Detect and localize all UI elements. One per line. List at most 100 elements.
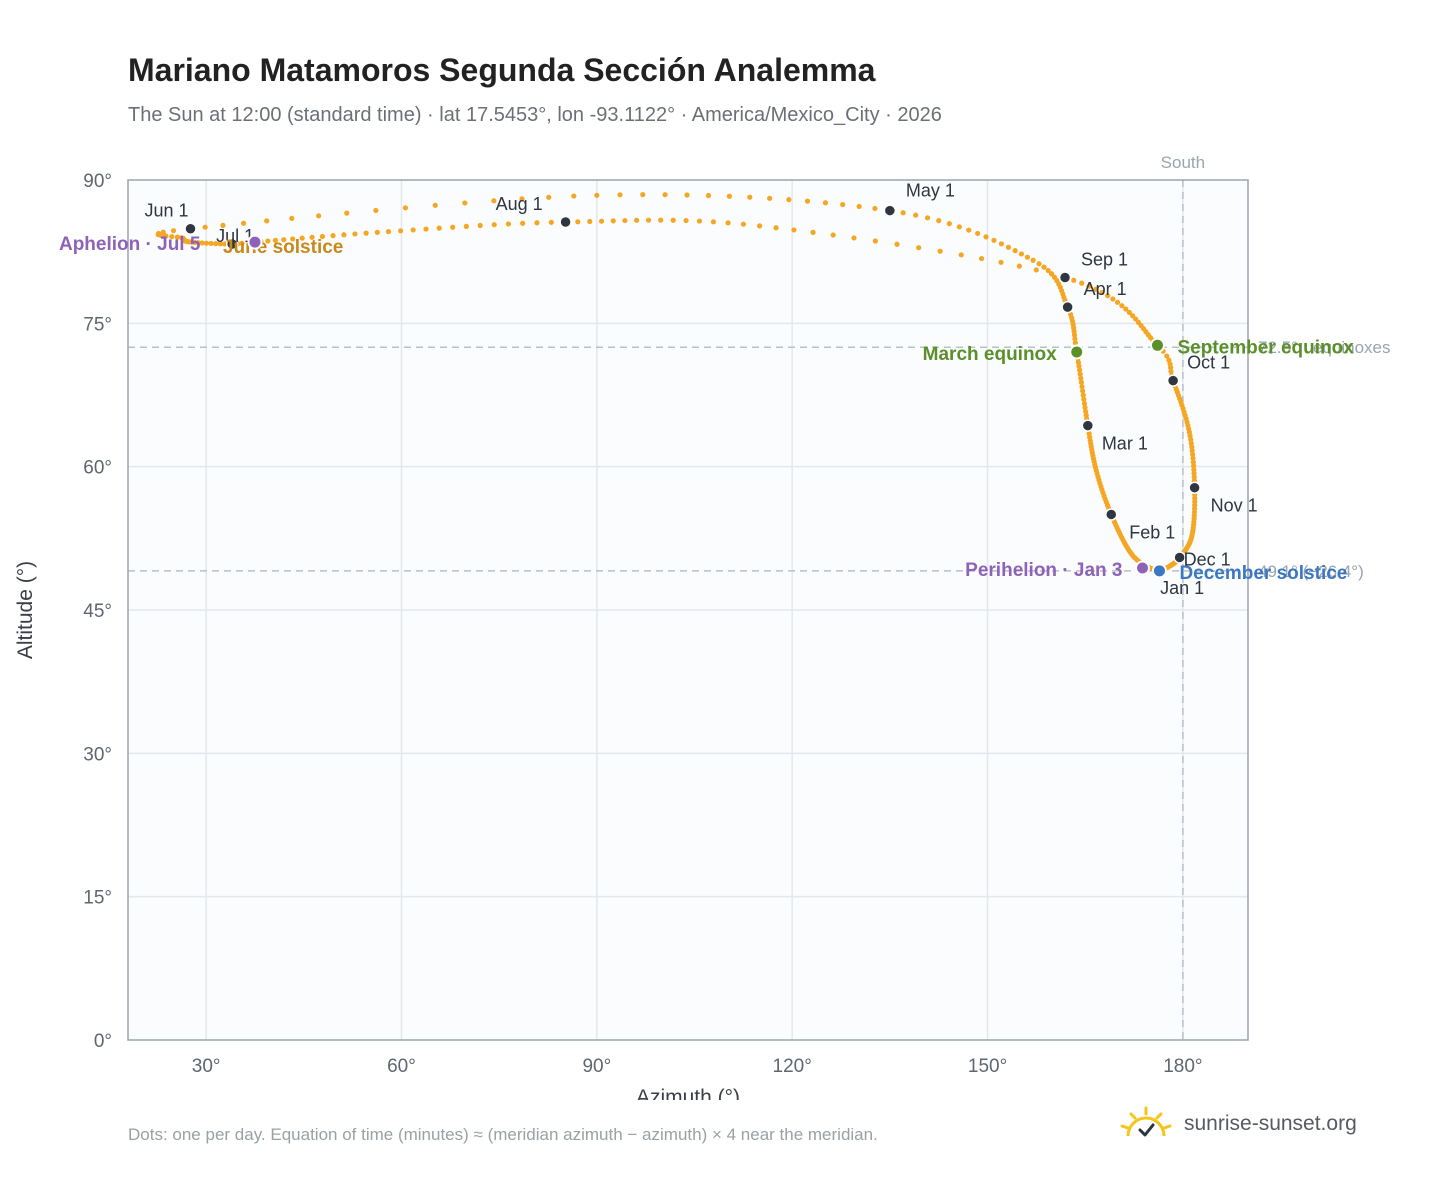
daily-dot (913, 212, 919, 218)
event-label: March equinox (923, 344, 1058, 365)
reference-lines: South 72.5° · equinoxes 49.1° (−26.4°) (128, 153, 1391, 1040)
daily-dot (202, 224, 208, 230)
daily-dot (1190, 455, 1196, 461)
x-tick-label: 60° (387, 1056, 416, 1077)
month-label: Nov 1 (1211, 496, 1258, 516)
daily-dot (432, 202, 438, 208)
daily-dot (1190, 451, 1196, 458)
daily-dot (450, 224, 456, 230)
daily-dot (956, 224, 962, 230)
daily-dot (410, 227, 416, 233)
month-label: Jan 1 (1160, 578, 1204, 598)
y-tick-label: 60° (83, 458, 112, 479)
daily-dot (894, 241, 900, 247)
event-marker (1149, 337, 1165, 353)
daily-dot (1072, 336, 1078, 342)
brand[interactable]: sunrise-sunset.org (1120, 1104, 1357, 1144)
plot-border (127, 179, 1249, 1041)
daily-dot (978, 255, 985, 262)
month-label: Apr 1 (1084, 279, 1127, 299)
daily-dot (222, 241, 228, 247)
daily-dot (900, 210, 906, 216)
daily-dot (696, 218, 703, 224)
daily-dot (1041, 264, 1047, 270)
month-marker (1081, 419, 1095, 432)
y-tick-label: 0° (94, 1031, 112, 1052)
daily-dot (199, 240, 205, 246)
month-marker (184, 222, 197, 235)
daily-dot (491, 222, 497, 228)
daily-dot (830, 232, 836, 238)
daily-dot (1030, 257, 1036, 263)
month-marker (1166, 374, 1180, 387)
daily-dot (272, 237, 279, 244)
daily-dot (684, 192, 690, 198)
footnote: Dots: one per day. Equation of time (min… (128, 1125, 878, 1144)
daily-dot (265, 238, 271, 244)
daily-dot (946, 221, 952, 227)
daily-dot (791, 227, 797, 233)
daily-dot (174, 234, 180, 240)
brand-name: sunrise-sunset.org (1184, 1112, 1357, 1135)
daily-dot (725, 220, 731, 226)
month-marker (1105, 508, 1118, 521)
month-label: Dec 1 (1184, 549, 1231, 569)
daily-dot (319, 233, 325, 240)
daily-dot (170, 228, 177, 234)
daily-dot (767, 195, 773, 201)
y-tick-label: 90° (83, 171, 112, 192)
daily-dot (924, 215, 931, 221)
daily-dot (344, 210, 350, 216)
daily-dot (640, 192, 646, 198)
daily-dot (1191, 467, 1197, 473)
daily-dot (1126, 309, 1132, 316)
daily-dot (740, 221, 747, 227)
daily-dot (610, 218, 616, 224)
analemma-chart: South 72.5° · equinoxes 49.1° (−26.4°) 30°… (14, 153, 1391, 1100)
daily-dot (998, 259, 1004, 265)
daily-dot (1012, 248, 1018, 254)
x-tick-label: 180° (1163, 1056, 1202, 1077)
daily-dot (241, 220, 247, 226)
chart-title: Mariano Matamoros Segunda Sección Analem… (128, 52, 876, 88)
daily-dot (1078, 375, 1084, 381)
month-marker (559, 215, 572, 229)
x-axis-label: Azimuth (°) (636, 1086, 740, 1100)
daily-dot (966, 227, 972, 233)
daily-dot (1189, 448, 1195, 454)
daily-dot (1005, 244, 1012, 250)
daily-dot (169, 233, 175, 240)
daily-dot (309, 234, 315, 240)
daily-dot (670, 217, 676, 223)
daily-dot (571, 193, 577, 199)
daily-dot (1082, 404, 1088, 411)
daily-dot (872, 205, 878, 212)
daily-dot (264, 218, 270, 224)
month-marker (1058, 271, 1072, 284)
daily-dot (658, 217, 664, 223)
x-tick-label: 30° (192, 1056, 221, 1077)
daily-dot (998, 241, 1005, 247)
daily-dot (810, 229, 816, 235)
daily-dot (1081, 400, 1088, 407)
daily-dot (220, 222, 226, 228)
daily-dot (1086, 430, 1092, 437)
event-label: Perihelion · Jan 3 (965, 560, 1122, 581)
x-axis-ticks: 30° 60° 90° 120° 150° 180° (192, 1056, 1203, 1077)
daily-dot (975, 230, 981, 237)
month-label: Aug 1 (496, 194, 543, 214)
daily-dot (1080, 392, 1086, 398)
daily-dot (726, 193, 732, 199)
daily-dot (402, 205, 409, 211)
daily-dot (1083, 412, 1089, 418)
daily-dot (617, 192, 623, 198)
daily-dot (289, 215, 295, 222)
daily-dot (1164, 353, 1170, 359)
daily-dot (747, 194, 753, 200)
daily-dot (1191, 463, 1197, 469)
daily-dot (1079, 280, 1085, 286)
daily-dot (423, 226, 429, 232)
daily-dot (1018, 251, 1025, 257)
daily-dot (1036, 261, 1042, 267)
daily-dot (1077, 371, 1083, 377)
